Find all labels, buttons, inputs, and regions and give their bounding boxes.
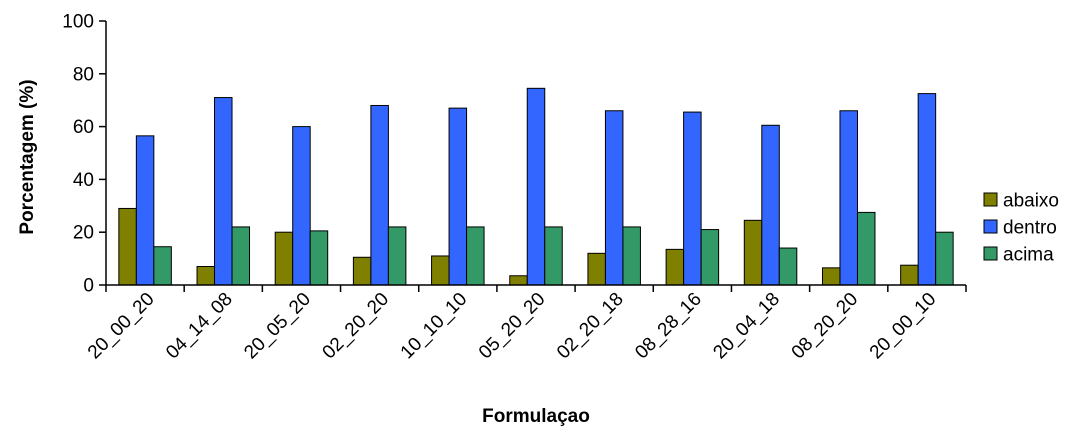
bar-dentro-08_28_16	[683, 111, 702, 286]
bar-dentro-05_20_20	[526, 87, 546, 286]
bar-abaixo-05_20_20	[509, 275, 528, 286]
bar-acima-08_28_16	[700, 229, 720, 286]
bar-acima-20_04_18	[778, 247, 798, 286]
y-tick-label-40: 40	[73, 170, 94, 191]
bar-dentro-20_05_20	[292, 126, 311, 286]
bar-dentro-08_20_20	[839, 110, 858, 286]
bar-abaixo-20_00_10	[900, 264, 919, 286]
bar-acima-02_20_18	[622, 226, 641, 286]
bar-abaixo-10_10_10	[431, 255, 450, 286]
legend-label-acima: acima	[1003, 245, 1054, 266]
bar-acima-20_00_10	[935, 231, 954, 286]
legend-label-dentro: dentro	[1003, 218, 1057, 239]
y-axis-title: Porcentagem (%)	[17, 79, 38, 234]
y-tick-label-60: 60	[73, 117, 94, 138]
bar-acima-10_10_10	[466, 226, 485, 286]
bar-dentro-02_20_18	[604, 110, 624, 286]
bar-dentro-20_00_20	[135, 135, 155, 286]
bar-dentro-20_04_18	[761, 124, 780, 286]
bar-acima-04_14_08	[231, 226, 251, 286]
bar-acima-08_20_20	[856, 211, 876, 286]
legend-swatch-dentro	[983, 219, 998, 234]
x-tick-label-10_10_10: 10_10_10	[397, 289, 472, 364]
bar-acima-20_05_20	[309, 230, 329, 286]
bar-dentro-02_20_20	[370, 104, 389, 286]
x-ticks-group: 20_00_20 04_14_08 20_05_20 02_20_20 10_10_10…	[84, 285, 967, 364]
bar-abaixo-02_20_18	[587, 252, 606, 286]
legend-swatch-acima	[983, 246, 998, 261]
y-tick-label-100: 100	[62, 12, 94, 33]
bar-abaixo-02_20_20	[352, 256, 372, 286]
x-tick-label-20_04_18: 20_04_18	[709, 289, 784, 364]
y-tick-label-20: 20	[73, 223, 94, 244]
x-tick-label-20_05_20: 20_05_20	[240, 289, 315, 364]
bar-acima-20_00_20	[153, 246, 172, 286]
x-tick-label-05_20_20: 05_20_20	[475, 289, 550, 364]
bar-acima-05_20_20	[544, 226, 563, 286]
bar-dentro-20_00_10	[917, 93, 937, 286]
bar-dentro-10_10_10	[448, 107, 468, 286]
bar-abaixo-08_20_20	[821, 267, 841, 286]
legend-swatch-abaixo	[983, 192, 998, 207]
bars-group	[118, 87, 954, 286]
y-tick-label-0: 0	[83, 276, 94, 297]
x-axis-title: Formulaçao	[482, 406, 590, 427]
bar-abaixo-08_28_16	[665, 248, 685, 286]
bar-dentro-04_14_08	[214, 97, 233, 286]
x-tick-label-08_20_20: 08_20_20	[788, 289, 863, 364]
x-tick-label-08_28_16: 08_28_16	[631, 289, 706, 364]
x-tick-label-04_14_08: 04_14_08	[162, 289, 237, 364]
y-ticks-group: 0 20 40 60 80 100	[62, 12, 106, 297]
y-tick-label-80: 80	[73, 64, 94, 85]
legend: abaixo dentro acima	[983, 191, 1059, 266]
x-tick-label-20_00_10: 20_00_10	[866, 289, 941, 364]
x-tick-label-20_00_20: 20_00_20	[84, 289, 159, 364]
x-tick-label-02_20_18: 02_20_18	[553, 289, 628, 364]
bar-acima-02_20_20	[387, 226, 407, 286]
bar-abaixo-20_00_20	[118, 207, 137, 286]
bar-abaixo-20_04_18	[743, 219, 763, 286]
bar-abaixo-20_05_20	[274, 231, 294, 286]
legend-label-abaixo: abaixo	[1003, 191, 1059, 212]
x-tick-label-02_20_20: 02_20_20	[319, 289, 394, 364]
bar-abaixo-04_14_08	[196, 266, 216, 286]
